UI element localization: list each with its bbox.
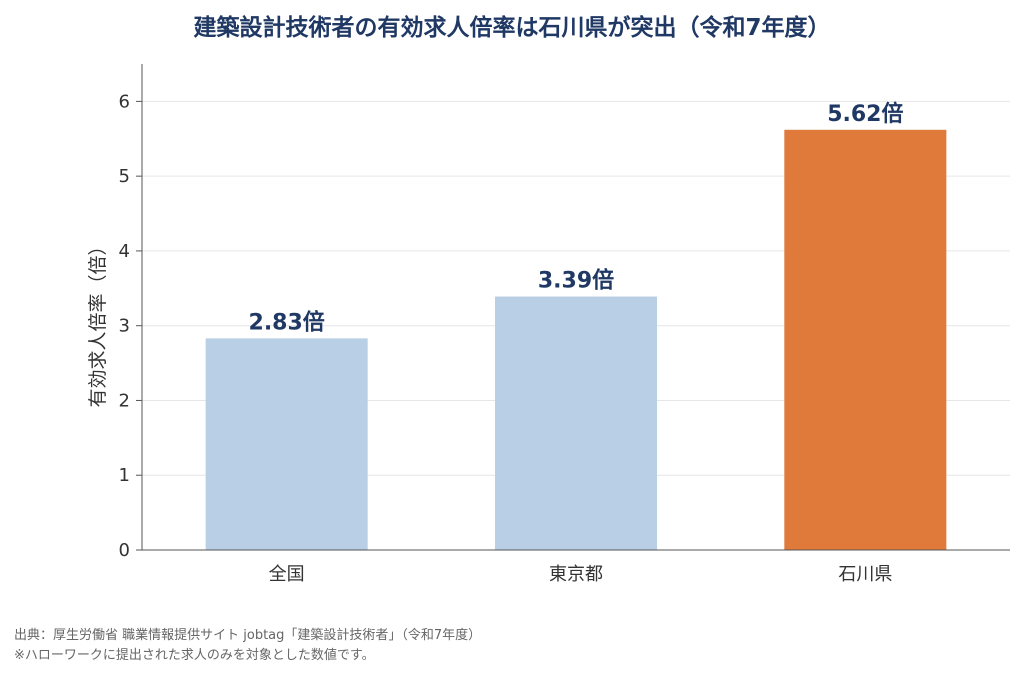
bar-石川県 <box>784 129 947 550</box>
source-text: 出典：厚生労働省 職業情報提供サイト jobtag「建築設計技術者」（令和7年度… <box>14 628 482 643</box>
bars <box>205 129 947 550</box>
bar-chart: 2.83倍 3.39倍 5.62倍 0 1 2 3 4 5 6 全国 東京都 石川県 有効求人倍率（… <box>87 64 1010 585</box>
note-text: ※ハローワークに提出された求人のみを対象とした数値です。 <box>14 648 375 663</box>
data-label: 3.39倍 <box>538 268 614 294</box>
y-tick-label: 2 <box>119 390 130 411</box>
y-tick-label: 1 <box>119 465 130 486</box>
x-tick-label: 全国 <box>269 564 305 585</box>
data-labels: 2.83倍 3.39倍 5.62倍 <box>249 101 904 336</box>
x-tick-label: 石川県 <box>838 564 892 585</box>
y-tick-label: 3 <box>119 316 130 337</box>
bar-東京都 <box>494 296 658 550</box>
axes <box>136 64 1010 551</box>
x-tick-label: 東京都 <box>549 564 603 585</box>
y-tick-label: 4 <box>119 241 130 262</box>
y-tick-label: 6 <box>119 91 130 112</box>
data-label: 2.83倍 <box>249 309 325 335</box>
y-axis-label: 有効求人倍率（倍） <box>87 236 109 407</box>
y-tick-label: 5 <box>119 166 130 187</box>
x-tick-labels: 全国 東京都 石川県 <box>269 564 893 585</box>
source-note: 出典：厚生労働省 職業情報提供サイト jobtag「建築設計技術者」（令和7年度… <box>14 626 481 666</box>
y-tick-labels: 0 1 2 3 4 5 6 <box>119 91 130 561</box>
bar-全国 <box>205 338 368 550</box>
data-label: 5.62倍 <box>827 101 903 127</box>
y-tick-label: 0 <box>119 540 130 561</box>
chart-title: 建築設計技術者の有効求人倍率は石川県が突出（令和7年度） <box>193 15 831 41</box>
